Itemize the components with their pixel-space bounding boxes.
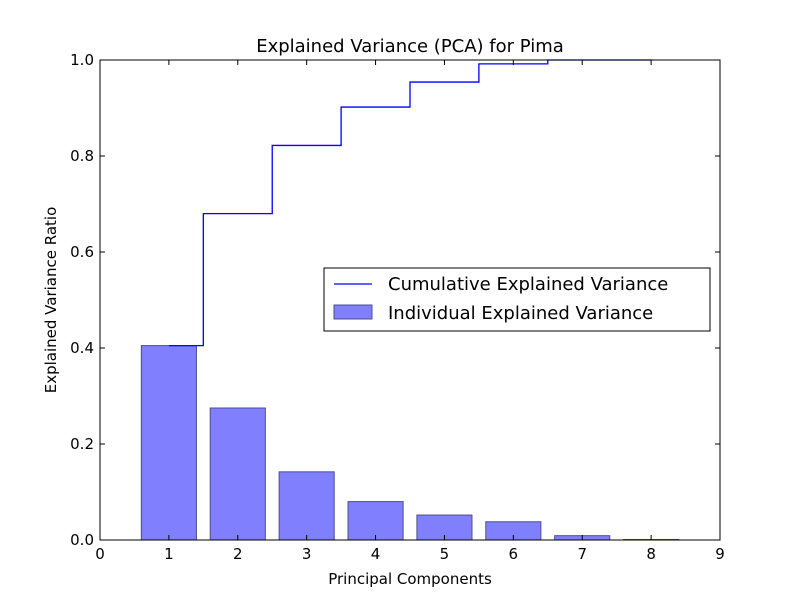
x-tick-label-4: 4 [371, 545, 381, 563]
bar-pc-4 [347, 501, 404, 541]
x-tick-label-9: 9 [715, 545, 725, 563]
cumulative-step-line [168, 59, 652, 347]
legend-label-individual: Individual Explained Variance [388, 303, 653, 324]
bar-series [140, 345, 680, 541]
y-tick-label-0.8: 0.8 [70, 147, 94, 165]
x-tick-label-3: 3 [302, 545, 312, 563]
y-tick-label-0.2: 0.2 [70, 435, 94, 453]
x-tick-label-7: 7 [577, 545, 587, 563]
x-tick-label-2: 2 [233, 545, 243, 563]
x-tick-label-8: 8 [646, 545, 656, 563]
x-tick-label-6: 6 [509, 545, 519, 563]
bar-pc-1 [140, 345, 197, 541]
y-tick-label-1.0: 1.0 [70, 51, 94, 69]
legend-label-cumulative: Cumulative Explained Variance [388, 274, 668, 295]
y-tick-label-0.0: 0.0 [70, 531, 94, 549]
legend: Cumulative Explained Variance Individual… [323, 267, 711, 332]
y-tick-label-0.6: 0.6 [70, 243, 94, 261]
plot-frame [99, 59, 721, 541]
legend-box [323, 267, 711, 332]
x-axis-ticks: 0 1 2 3 4 5 6 7 8 9 [95, 60, 725, 563]
chart-title: Explained Variance (PCA) for Pima [256, 36, 564, 57]
x-tick-label-1: 1 [164, 545, 174, 563]
x-tick-label-0: 0 [95, 545, 105, 563]
x-axis-label: Principal Components [328, 570, 492, 588]
x-tick-label-5: 5 [440, 545, 450, 563]
bar-pc-2 [209, 407, 266, 541]
y-axis-label: Explained Variance Ratio [42, 207, 60, 394]
y-tick-label-0.4: 0.4 [70, 339, 94, 357]
legend-bar-swatch [333, 304, 373, 320]
bar-pc-3 [278, 471, 335, 541]
y-axis-ticks: 0.0 0.2 0.4 0.6 0.8 1.0 [70, 51, 720, 549]
